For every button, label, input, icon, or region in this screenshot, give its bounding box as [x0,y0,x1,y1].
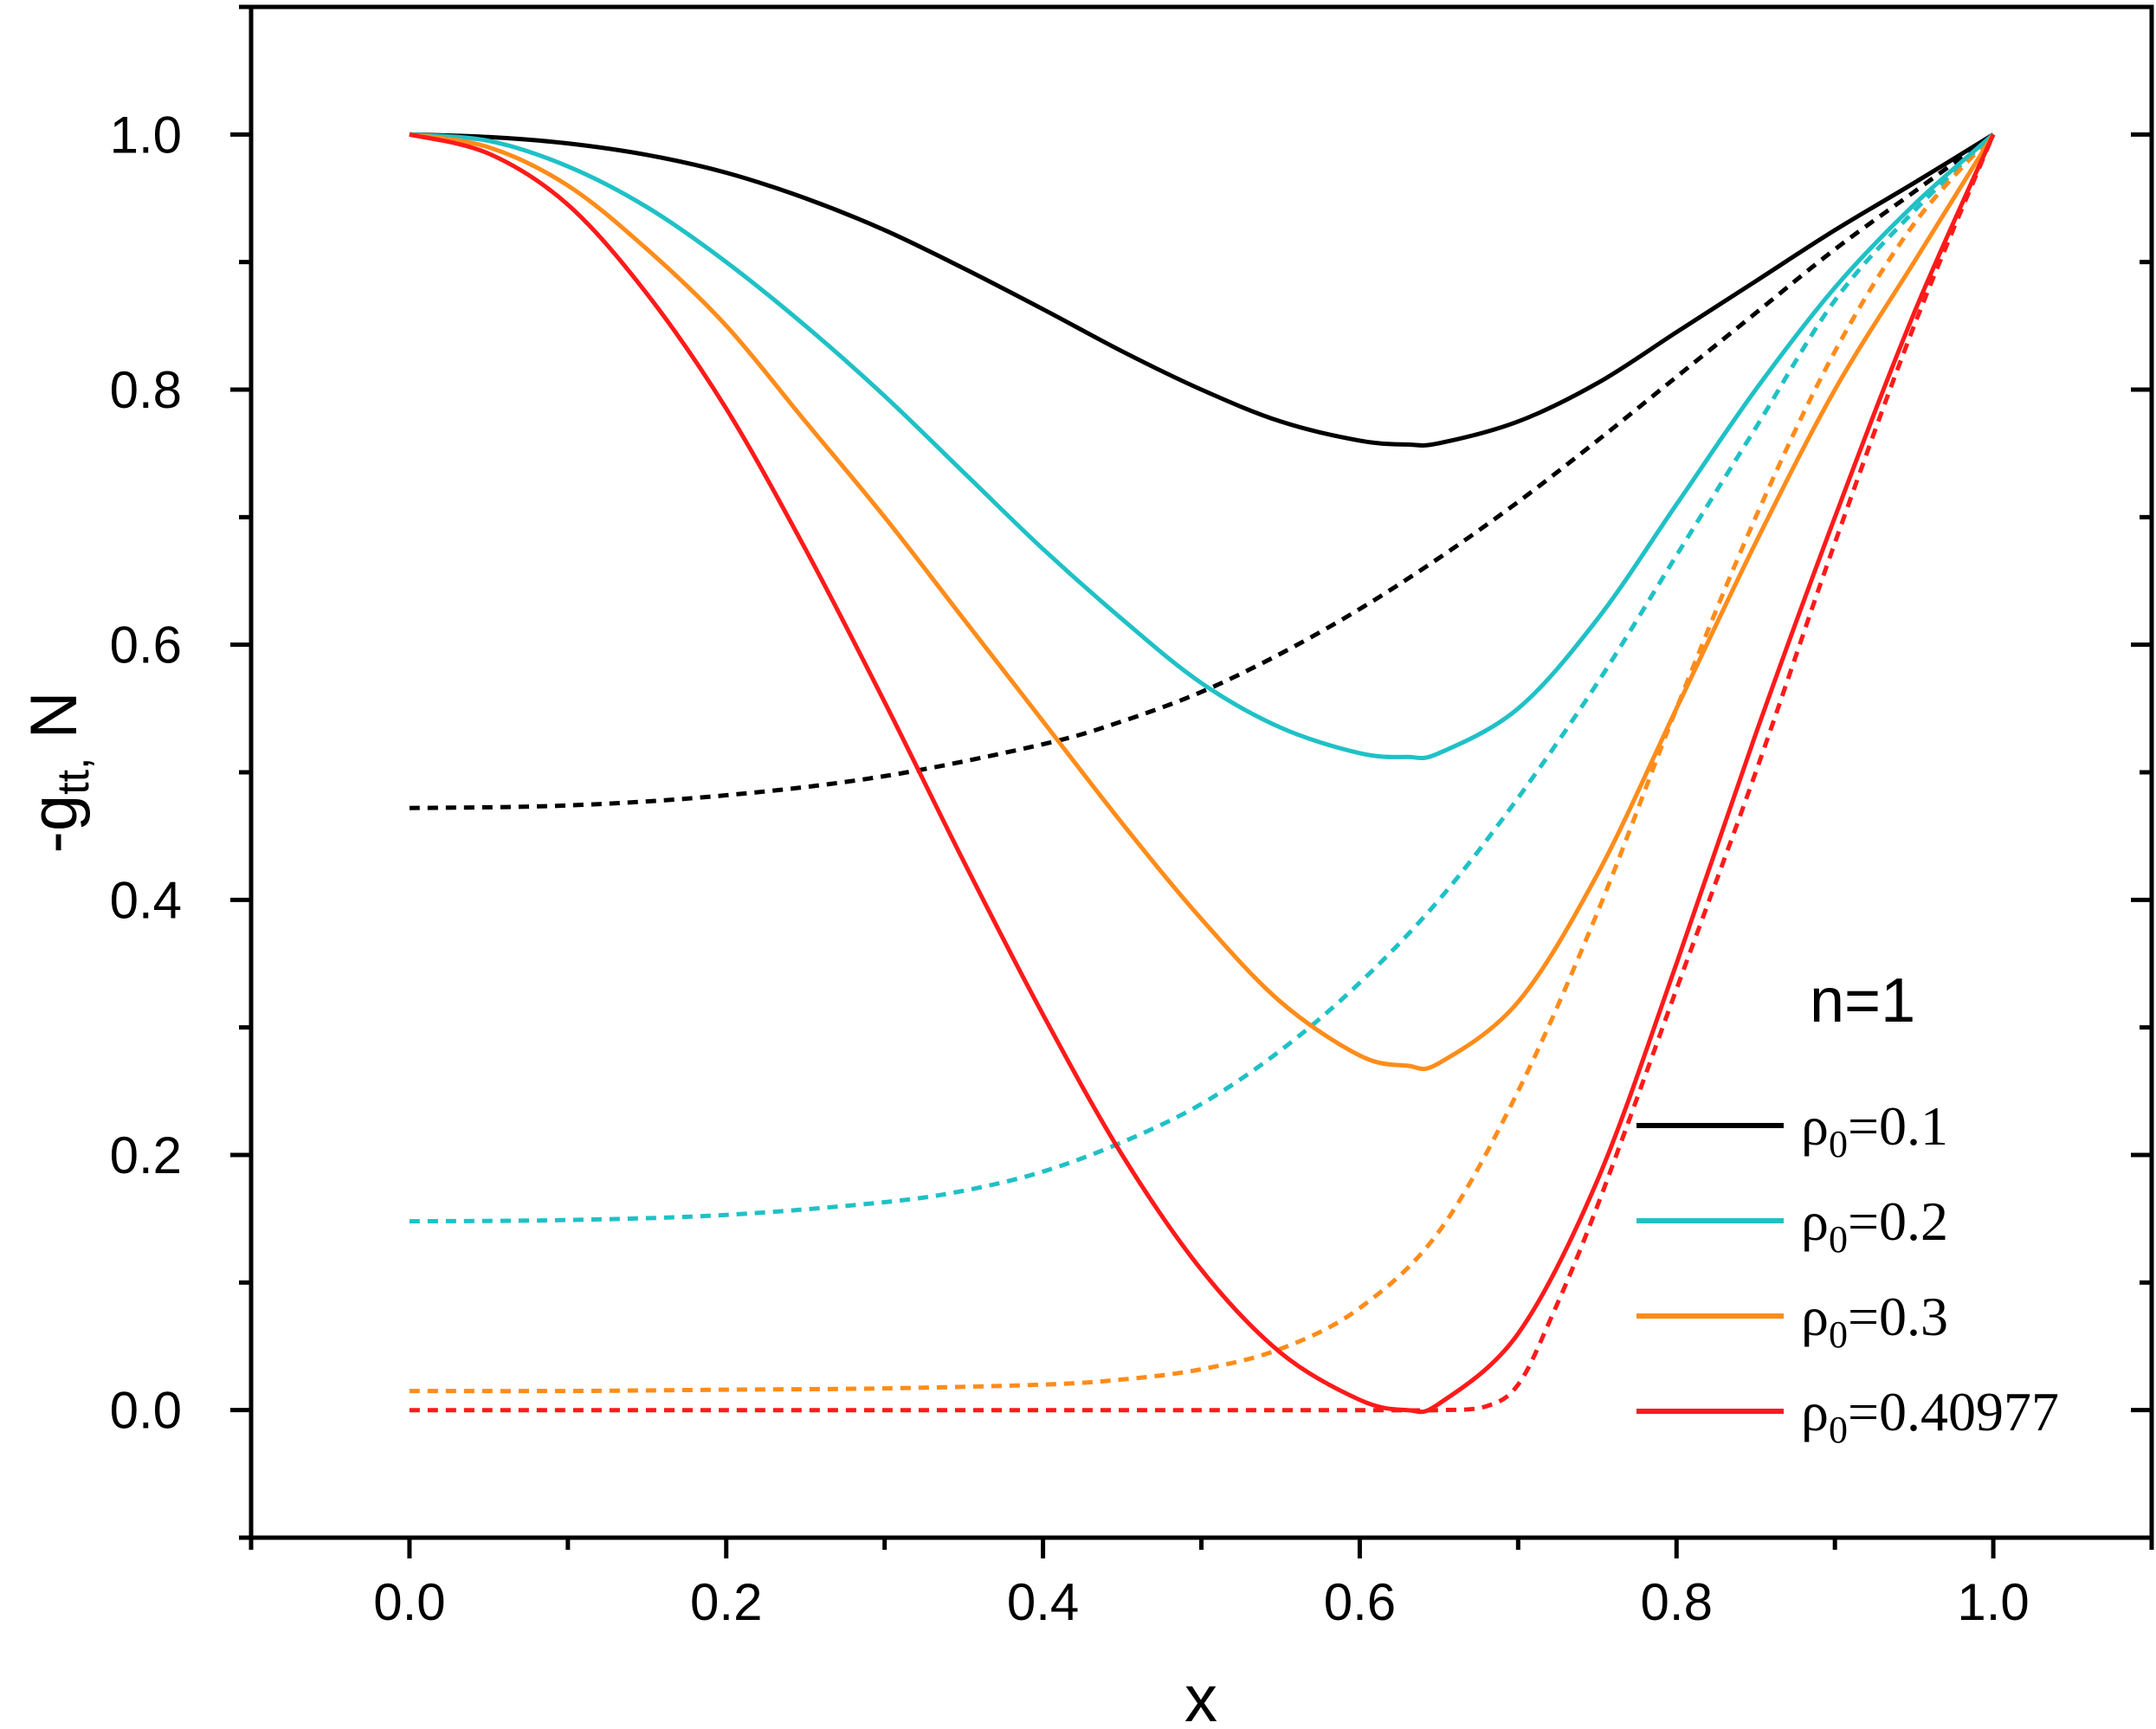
legend-label-2: ρ0=0.3 [1801,1286,1948,1356]
series-3-solid-line [409,132,1996,1415]
series-2-dashed-line [409,132,1995,1394]
annotation-n: n=1 [1810,966,1915,1035]
legend-label-sub: 0 [1829,1218,1848,1261]
y-axis-ticks: 0.0 0.2 0.4 0.6 0.8 1.0 [110,4,2152,1540]
x-tick-label: 0.4 [1007,1573,1079,1631]
y-tick-label: 0.2 [110,1126,182,1184]
legend-label-base: ρ [1801,1095,1829,1157]
x-tick-label: 0.2 [690,1573,762,1631]
x-axis-title: x [1185,1662,1217,1729]
legend-label-sub: 0 [1829,1123,1848,1165]
x-tick-label: 0.6 [1324,1573,1396,1631]
legend-label-value: =0.40977 [1848,1381,2059,1442]
y-axis-title-sub: tt, [48,758,99,795]
x-tick-label: 1.0 [1957,1573,2029,1631]
series-0-dashed-line [409,132,1995,810]
legend-label-sub: 0 [1829,1409,1848,1451]
legend-label-1: ρ0=0.2 [1801,1190,1948,1261]
y-tick-label: 0.8 [110,361,182,419]
legend-label-base: ρ [1801,1381,1829,1442]
y-axis-title-rest: N [17,692,91,758]
y-tick-label: 0.0 [110,1382,182,1440]
series-1-dashed-line [409,132,1995,1224]
series-2-solid-line [409,132,1996,1072]
legend-label-3: ρ0=0.40977 [1801,1381,2059,1451]
x-tick-label: 0.8 [1641,1573,1713,1631]
y-tick-label: 1.0 [110,106,182,164]
y-axis-title-main: -g [17,795,91,854]
legend-label-base: ρ [1801,1190,1829,1252]
legend-label-base: ρ [1801,1286,1829,1347]
y-tick-label: 0.4 [110,871,182,929]
x-tick-label: 0.0 [373,1573,445,1631]
legend-label-sub: 0 [1829,1313,1848,1356]
legend: ρ0=0.1ρ0=0.2ρ0=0.3ρ0=0.40977 [1636,1095,2059,1451]
y-axis-title: -gtt, N [17,692,99,854]
series-1-solid-line [409,132,1995,761]
series-layer [409,132,1996,1415]
x-axis-ticks: 0.0 0.2 0.4 0.6 0.8 1.0 [249,1538,2154,1631]
series-0-solid-line [409,132,1995,448]
series-3-dashed-line [409,133,1996,1413]
legend-label-0: ρ0=0.1 [1801,1095,1948,1165]
legend-label-value: =0.2 [1848,1190,1948,1252]
legend-label-value: =0.3 [1848,1286,1948,1347]
legend-label-value: =0.1 [1848,1095,1948,1157]
y-tick-label: 0.6 [110,616,182,674]
